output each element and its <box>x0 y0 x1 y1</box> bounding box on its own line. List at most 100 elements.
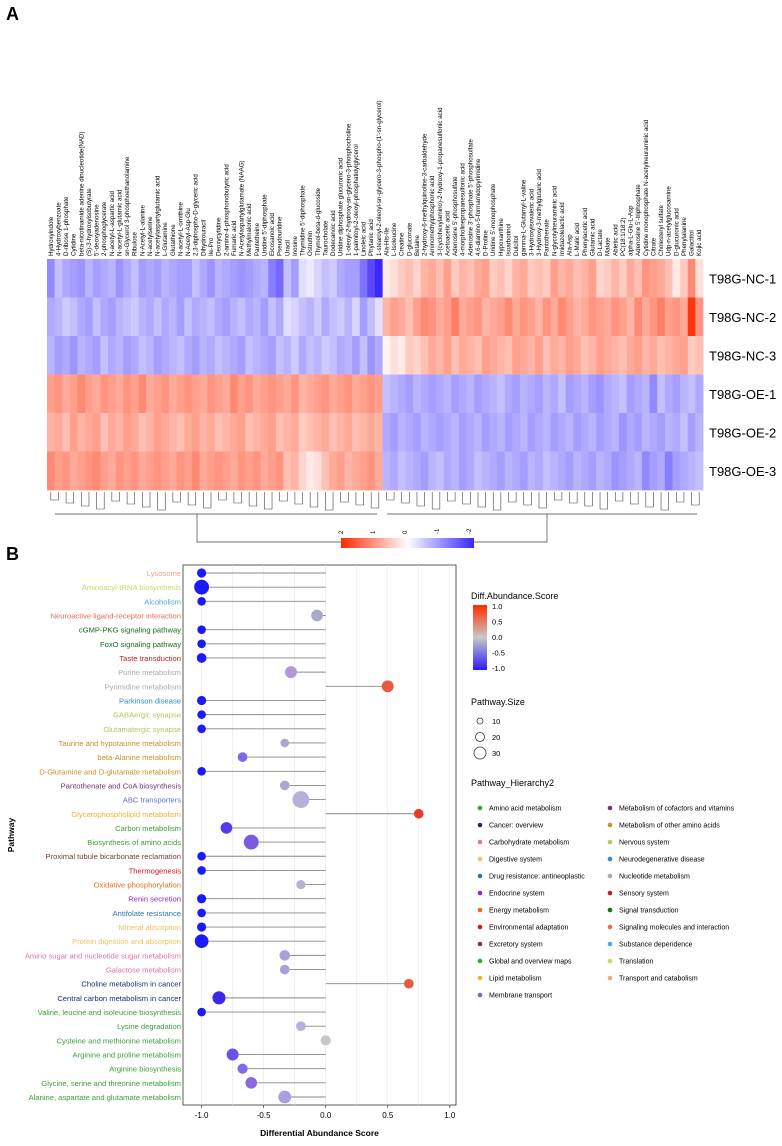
heatmap-cell <box>161 374 170 414</box>
heatmap-cell <box>77 374 86 414</box>
score-tick: 0.0 <box>492 633 502 642</box>
lollipop-dot <box>197 597 206 606</box>
hierarchy-label: Substance dependence <box>619 942 693 949</box>
heatmap-cell <box>100 374 109 414</box>
dendrogram-branch <box>676 492 685 503</box>
heatmap-cell <box>596 374 605 414</box>
heatmap-cell <box>291 336 300 375</box>
heatmap-cell <box>619 259 628 298</box>
metabolite-label: Glutamic acid <box>589 218 596 256</box>
heatmap-cell <box>641 374 651 414</box>
heatmap-cell <box>390 259 399 298</box>
heatmap-cell <box>336 374 345 414</box>
heatmap-cell <box>176 451 185 491</box>
heatmap-cell <box>641 259 651 298</box>
lollipop-dot <box>197 568 207 578</box>
heatmap-cell <box>397 413 406 452</box>
heatmap-cell <box>413 259 422 298</box>
lollipop-dot <box>197 625 206 634</box>
pathway-label: Proximal tubule bicarbonate reclamation <box>46 852 182 861</box>
heatmap-cell <box>69 451 78 491</box>
dendrogram-branch <box>81 492 90 507</box>
hierarchy-swatch <box>607 822 613 828</box>
heatmap-cell <box>367 413 376 452</box>
heatmap-cell <box>512 297 521 337</box>
pathway-label: beta-Alanine metabolism <box>97 753 181 762</box>
heatmap-cell <box>466 336 475 375</box>
heatmap-cell <box>657 259 666 298</box>
heatmap-cell <box>359 336 368 375</box>
heatmap-cell <box>573 297 582 337</box>
heatmap-cell <box>47 336 56 375</box>
lollipop-dot <box>196 653 207 663</box>
metabolite-label: Dulcitol <box>513 236 520 256</box>
heatmap-cell <box>474 336 483 375</box>
heatmap-cell <box>54 259 63 298</box>
heatmap-cell <box>146 374 155 414</box>
heatmap-cell <box>428 336 437 375</box>
heatmap-cell <box>184 297 193 337</box>
heatmap-cell <box>275 336 284 375</box>
heatmap-cell <box>542 413 551 452</box>
heatmap-cell <box>130 336 139 375</box>
heatmap-cell <box>191 259 200 298</box>
heatmap-cell <box>199 259 208 298</box>
heatmap-cell <box>283 374 292 414</box>
pathway-label: GABAergic synapse <box>113 711 181 720</box>
heatmap-cell <box>291 451 300 491</box>
lollipop-dot <box>403 978 414 989</box>
metabolite-label: 5'-deoxyadenosine <box>94 204 101 256</box>
heatmap-cell <box>169 451 178 491</box>
hierarchy-label: Drug resistance: antineoplastic <box>489 874 585 881</box>
metabolite-label: N-acetylaspartylglutamic acid <box>155 175 162 256</box>
heatmap-cell <box>146 451 155 491</box>
heatmap-cell <box>504 297 513 337</box>
heatmap-cell <box>603 374 612 414</box>
heatmap-cell <box>77 297 86 337</box>
heatmap-cell <box>306 451 315 491</box>
heatmap-cell <box>146 297 155 337</box>
score-colorbar <box>473 605 487 670</box>
sample-label: T98G-NC-1 <box>709 271 776 286</box>
hierarchy-label: Nucleotide metabolism <box>619 874 690 881</box>
heatmap-cell <box>603 336 612 375</box>
heatmap-cell <box>573 413 582 452</box>
lollipop-dot <box>278 1090 292 1104</box>
heatmap-cell <box>497 451 506 491</box>
heatmap-cell <box>130 297 139 337</box>
pathway-label: Biosynthesis of amino acids <box>87 838 181 847</box>
heatmap-cell <box>245 451 254 491</box>
heatmap-cell <box>108 297 117 337</box>
heatmap-cell <box>214 259 223 298</box>
heatmap-cell <box>359 413 368 452</box>
heatmap-cell <box>352 451 361 491</box>
heatmap-cell <box>214 451 223 491</box>
heatmap-cell <box>672 413 681 452</box>
lollipop-dot <box>197 1007 206 1017</box>
heatmap-cell <box>146 259 155 298</box>
heatmap-cell <box>519 451 528 491</box>
heatmap-cell <box>443 374 452 414</box>
heatmap-cell <box>77 413 86 452</box>
metabolite-label: Uridine diphosphate glucuronic acid <box>338 157 345 256</box>
heatmap-cell <box>641 413 651 452</box>
lollipop-dot <box>237 1063 248 1074</box>
heatmap-sample-labels: T98G-NC-1 T98G-NC-2 T98G-NC-3 T98G-OE-1 T98G… <box>709 271 776 479</box>
heatmap-cell <box>504 259 513 298</box>
heatmap-cell <box>306 259 315 298</box>
heatmap-cell <box>283 413 292 452</box>
metabolite-label: N-acetyl-L-aspartic acid <box>109 190 116 256</box>
dendrogram-branch <box>538 492 547 509</box>
heatmap-cell <box>214 413 223 452</box>
hierarchy-swatch <box>607 975 613 981</box>
heatmap-cell <box>69 297 78 337</box>
metabolite-label: Hydroxyindole <box>48 216 55 256</box>
size-label: 20 <box>492 733 500 742</box>
dendrogram-branch <box>233 492 242 504</box>
metabolite-label: N-acetyl-L-ornithine <box>177 201 184 256</box>
heatmap-cell <box>260 259 269 298</box>
hierarchy-swatch <box>607 805 613 811</box>
hierarchy-swatch <box>607 941 613 947</box>
metabolite-label: PC(18:1/18:2) <box>620 217 627 256</box>
heatmap-cell <box>565 259 574 298</box>
